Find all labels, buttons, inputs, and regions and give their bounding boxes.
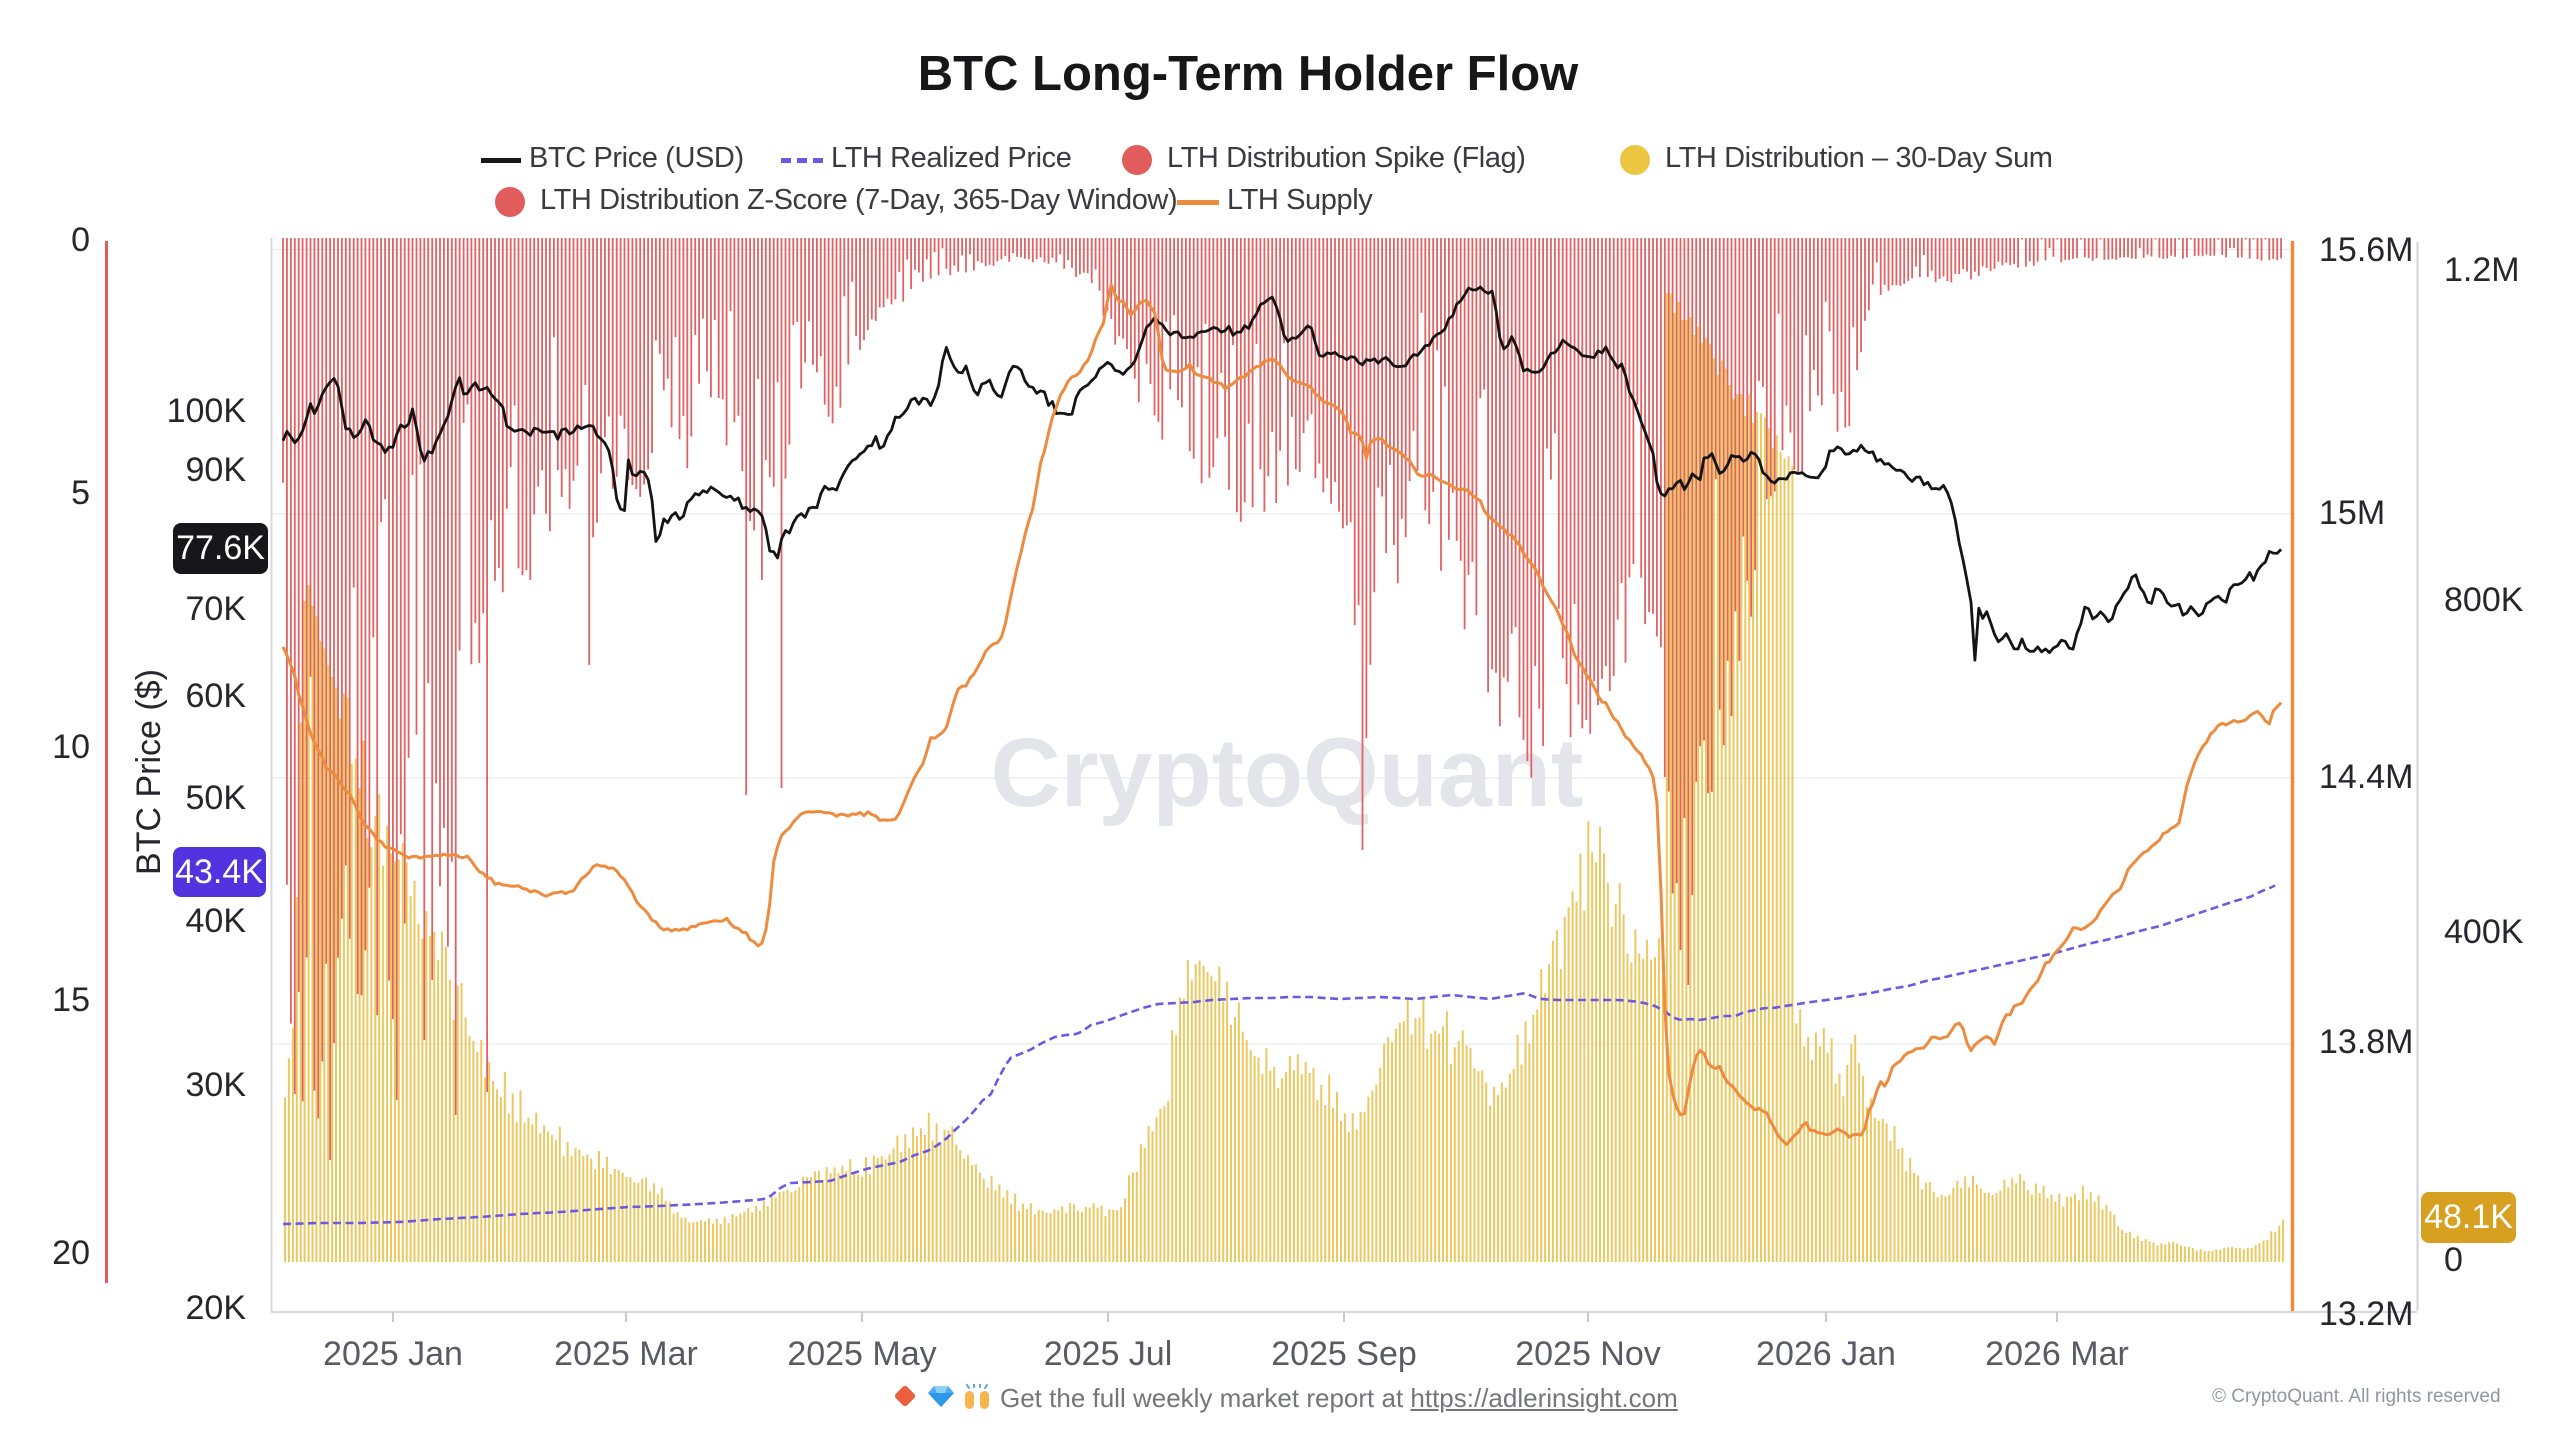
svg-text:CryptoQuant: CryptoQuant bbox=[991, 718, 1584, 827]
svg-text:BTC Price ($): BTC Price ($) bbox=[130, 669, 168, 875]
